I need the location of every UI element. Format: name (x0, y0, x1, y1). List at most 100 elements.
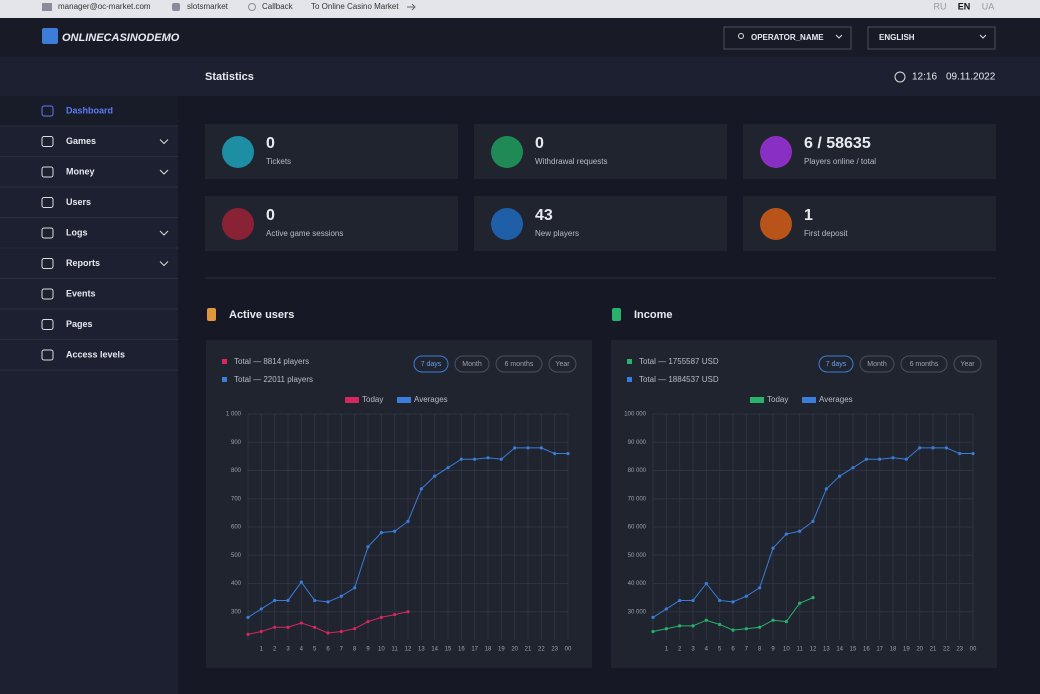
data-point (459, 457, 463, 461)
menu-item[interactable]: Money (66, 166, 95, 176)
stat-label: Active game sessions (266, 229, 343, 238)
section-title: Income (634, 309, 673, 321)
data-point (339, 594, 343, 598)
y-tick-label: 80 000 (628, 468, 647, 474)
callback[interactable]: Callback (262, 2, 294, 11)
language-select[interactable] (867, 26, 996, 50)
data-point (379, 531, 383, 535)
filter-button[interactable] (413, 355, 449, 373)
menu-item[interactable]: Games (66, 136, 96, 146)
stat-value: 43 (535, 207, 553, 224)
data-point (259, 629, 263, 634)
x-tick-label: 1 (665, 647, 669, 653)
filter-button[interactable] (818, 355, 854, 373)
x-tick-label: 5 (718, 647, 722, 653)
data-point (433, 474, 437, 478)
legend-label: Today (767, 395, 788, 404)
filter-button[interactable] (454, 355, 490, 373)
filter-button[interactable] (953, 355, 982, 373)
chevron (159, 261, 169, 267)
chevron (835, 34, 843, 39)
x-tick-label: 11 (392, 647, 399, 653)
data-point (678, 624, 682, 628)
arrow-icon (407, 3, 416, 11)
menu-item[interactable]: Users (66, 197, 91, 207)
data-point (406, 519, 410, 523)
stat-icon (760, 208, 792, 240)
data-point (313, 625, 317, 629)
data-point (718, 622, 722, 627)
email[interactable]: manager@oc-market.com (58, 2, 151, 11)
filter-button[interactable] (900, 355, 948, 373)
data-point (798, 529, 802, 533)
data-point (299, 580, 303, 584)
stat-label: Players online / total (804, 157, 876, 166)
x-tick-label: 15 (445, 647, 452, 653)
legend-swatch (802, 397, 816, 403)
chevron (159, 169, 169, 175)
menu-icon (41, 258, 54, 269)
x-tick-label: 20 (511, 647, 518, 653)
x-tick-label: 12 (810, 647, 817, 653)
total-marker (222, 377, 227, 382)
data-point (339, 629, 343, 634)
skype[interactable]: slotsmarket (187, 2, 229, 11)
filter-button[interactable] (859, 355, 895, 373)
operator-select[interactable] (723, 26, 852, 50)
x-tick-label: 00 (970, 647, 977, 653)
data-point (486, 456, 490, 460)
menu-icon (41, 197, 54, 208)
x-tick-label: 6 (731, 647, 735, 653)
data-point (731, 628, 735, 632)
language-option[interactable]: UA (982, 1, 995, 11)
filter-button[interactable] (495, 355, 543, 373)
x-tick-label: 6 (326, 647, 330, 653)
x-tick-label: 17 (876, 647, 883, 653)
y-tick-label: 1 000 (226, 412, 242, 418)
data-point (811, 596, 815, 600)
data-point (784, 620, 788, 624)
menu-item[interactable]: Events (66, 288, 96, 298)
total-marker (627, 359, 632, 364)
data-point (379, 615, 383, 620)
filter-label: Year (960, 361, 975, 368)
legend-label: Averages (414, 395, 448, 404)
chevron (159, 139, 169, 145)
stat-value: 6 / 58635 (804, 135, 871, 152)
logo[interactable]: ONLINECASINODEMO (62, 32, 180, 44)
data-point (691, 624, 695, 628)
data-point (259, 607, 263, 611)
data-point (393, 529, 397, 533)
menu-item[interactable]: Dashboard (66, 105, 113, 115)
menu-item[interactable]: Access levels (66, 349, 125, 359)
filter-button[interactable] (548, 355, 577, 373)
x-tick-label: 15 (850, 647, 857, 653)
stat-label: First deposit (804, 229, 848, 238)
data-point (904, 457, 908, 461)
menu-item[interactable]: Pages (66, 319, 93, 329)
y-tick-label: 900 (231, 440, 242, 446)
menu-icon (41, 136, 54, 147)
x-tick-label: 11 (797, 647, 804, 653)
language-option[interactable]: EN (958, 1, 971, 11)
header (0, 18, 1040, 57)
menu-item[interactable]: Reports (66, 258, 100, 268)
data-point (811, 519, 815, 523)
data-point (758, 586, 762, 590)
language-option[interactable]: RU (934, 1, 947, 11)
menu-icon (41, 319, 54, 330)
y-tick-label: 60 000 (628, 525, 647, 531)
top-bar (0, 0, 1040, 18)
x-tick-label: 14 (836, 647, 843, 653)
legend-label: Averages (819, 395, 853, 404)
menu-item[interactable]: Logs (66, 227, 88, 237)
data-point (326, 600, 330, 604)
filter-label: Month (462, 361, 482, 368)
page-header (178, 57, 1040, 96)
data-point (513, 446, 517, 450)
data-point (246, 632, 250, 636)
chart-panel (611, 340, 997, 668)
data-point (473, 457, 477, 461)
market-link[interactable]: To Online Casino Market (311, 2, 399, 11)
